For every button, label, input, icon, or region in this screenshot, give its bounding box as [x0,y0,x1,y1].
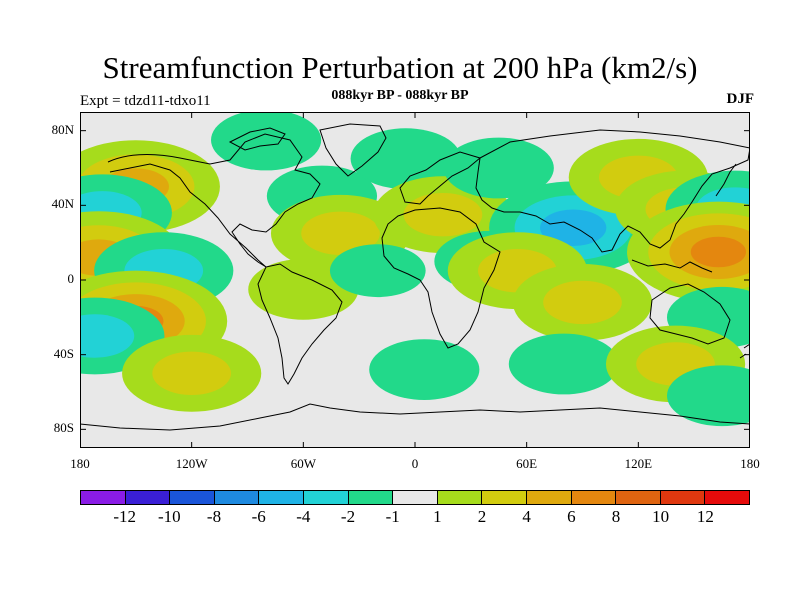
y-tick-label: 0 [67,271,75,286]
colorbar-label: -10 [157,507,181,526]
anomaly-field [80,112,750,427]
anomaly-positive-11-band-1 [152,351,232,396]
colorbar-swatch [705,491,749,504]
colorbar-swatch [125,491,171,504]
colorbar-swatch [393,491,438,504]
anomaly-positive-24-band-3 [690,236,746,268]
coastline-arctic-islands [228,127,286,151]
coastline-australia [649,283,731,345]
colorbar-label: 1 [433,507,442,526]
colorbar-swatch [660,491,706,504]
coastline-japan [715,163,737,197]
anomaly-negative-8-band-0 [350,128,461,190]
colorbar-swatch [348,491,394,504]
experiment-label: Expt = tdzd11-tdxo11 [80,93,211,109]
coastline-antarctica [80,403,750,431]
colorbar-swatch [526,491,572,504]
colorbar-swatch [482,491,527,504]
colorbar-label: 2 [477,507,487,526]
coastline-asia [475,129,750,253]
y-tick-label: 40S [53,345,74,361]
x-tick-label: 60W [290,456,316,471]
colorbar-swatch [303,491,349,504]
anomaly-positive-13-band-1 [403,192,483,237]
colorbar-label: -4 [296,507,311,526]
coastline-indonesia [631,259,713,273]
chart-subtitle: 088kyr BP - 088kyr BP [331,88,469,103]
colorbar-label: 12 [696,507,714,526]
y-tick-label: 40N [51,196,74,212]
colorbar-label: 10 [652,507,670,526]
colorbar-label: 8 [611,507,621,526]
coastlines [80,123,750,431]
coastline-north-america [107,133,321,268]
colorbar-swatch [571,491,617,504]
coastline-greenland [319,123,387,177]
x-tick-label: 180 [70,456,90,471]
colorbar-swatch [81,491,126,504]
anomaly-negative-7-band-0 [211,112,322,171]
anomaly-positive-19-band-1 [543,280,622,325]
x-tick-label: 0 [411,456,419,471]
axis-ticks [80,112,750,448]
colorbar-swatch [214,491,260,504]
colorbar-label: -2 [340,507,356,526]
colorbar-swatch [170,491,215,504]
coastline-africa [381,207,501,349]
colorbar-label: -6 [251,507,266,526]
colorbar-swatch [616,491,661,504]
x-tick-label: 60E [516,456,538,471]
anomaly-negative-12-band-0 [329,244,426,298]
y-tick-label: 80N [51,121,74,137]
anomaly-negative-17-band-0 [443,137,554,199]
x-tick-label: 120E [624,456,653,471]
colorbar-label: -12 [113,507,136,526]
colorbar [80,490,750,505]
season-label: DJF [726,91,755,107]
x-tick-label: 180 [740,456,760,471]
colorbar-swatch [437,491,483,504]
map-plot [80,112,750,448]
colorbar-label: 6 [567,507,576,526]
y-tick-label: 80S [53,420,74,436]
anomaly-positive-9-band-1 [301,211,380,256]
colorbar-swatch [259,491,304,504]
colorbar-label: -1 [385,507,400,526]
chart-title: Streamfunction Perturbation at 200 hPa (… [102,50,698,85]
anomaly-negative-20-band-0 [508,333,619,395]
anomaly-negative-27-band-0 [666,365,750,427]
coastline-south-america [257,263,343,385]
anomaly-negative-14-band-0 [369,339,480,400]
x-tick-label: 120W [175,456,208,471]
colorbar-label: 4 [522,507,531,526]
colorbar-label: -8 [206,507,222,526]
anomaly-negative-5-band-1 [80,314,135,358]
